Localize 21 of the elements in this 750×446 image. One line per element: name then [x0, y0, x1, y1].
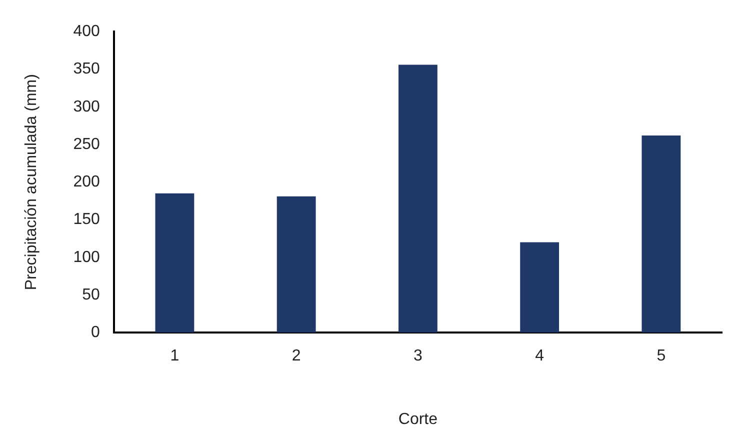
x-tick-label: 2 — [292, 348, 301, 365]
y-tick-label: 0 — [90, 324, 100, 342]
bar — [520, 242, 560, 333]
y-tick-label: 400 — [73, 23, 100, 40]
y-tick-label: 100 — [73, 248, 100, 266]
bar — [642, 135, 681, 333]
y-tick-label: 300 — [73, 98, 100, 116]
bar — [398, 64, 438, 333]
bar — [155, 193, 194, 333]
x-tick-label: 4 — [535, 348, 544, 365]
y-tick-label: 250 — [73, 136, 100, 153]
x-tick-label: 3 — [413, 348, 422, 365]
x-axis-title: Corte — [398, 410, 438, 428]
x-tick-label: 5 — [656, 348, 666, 365]
bar — [276, 196, 316, 333]
y-tick-label: 50 — [82, 286, 100, 304]
y-tick-label: 350 — [73, 60, 100, 78]
y-tick-label: 200 — [73, 174, 100, 191]
x-tick-label: 1 — [170, 348, 180, 365]
y-axis-title: Precipitación acumulada (mm) — [23, 74, 40, 290]
y-tick-label: 150 — [73, 211, 100, 228]
